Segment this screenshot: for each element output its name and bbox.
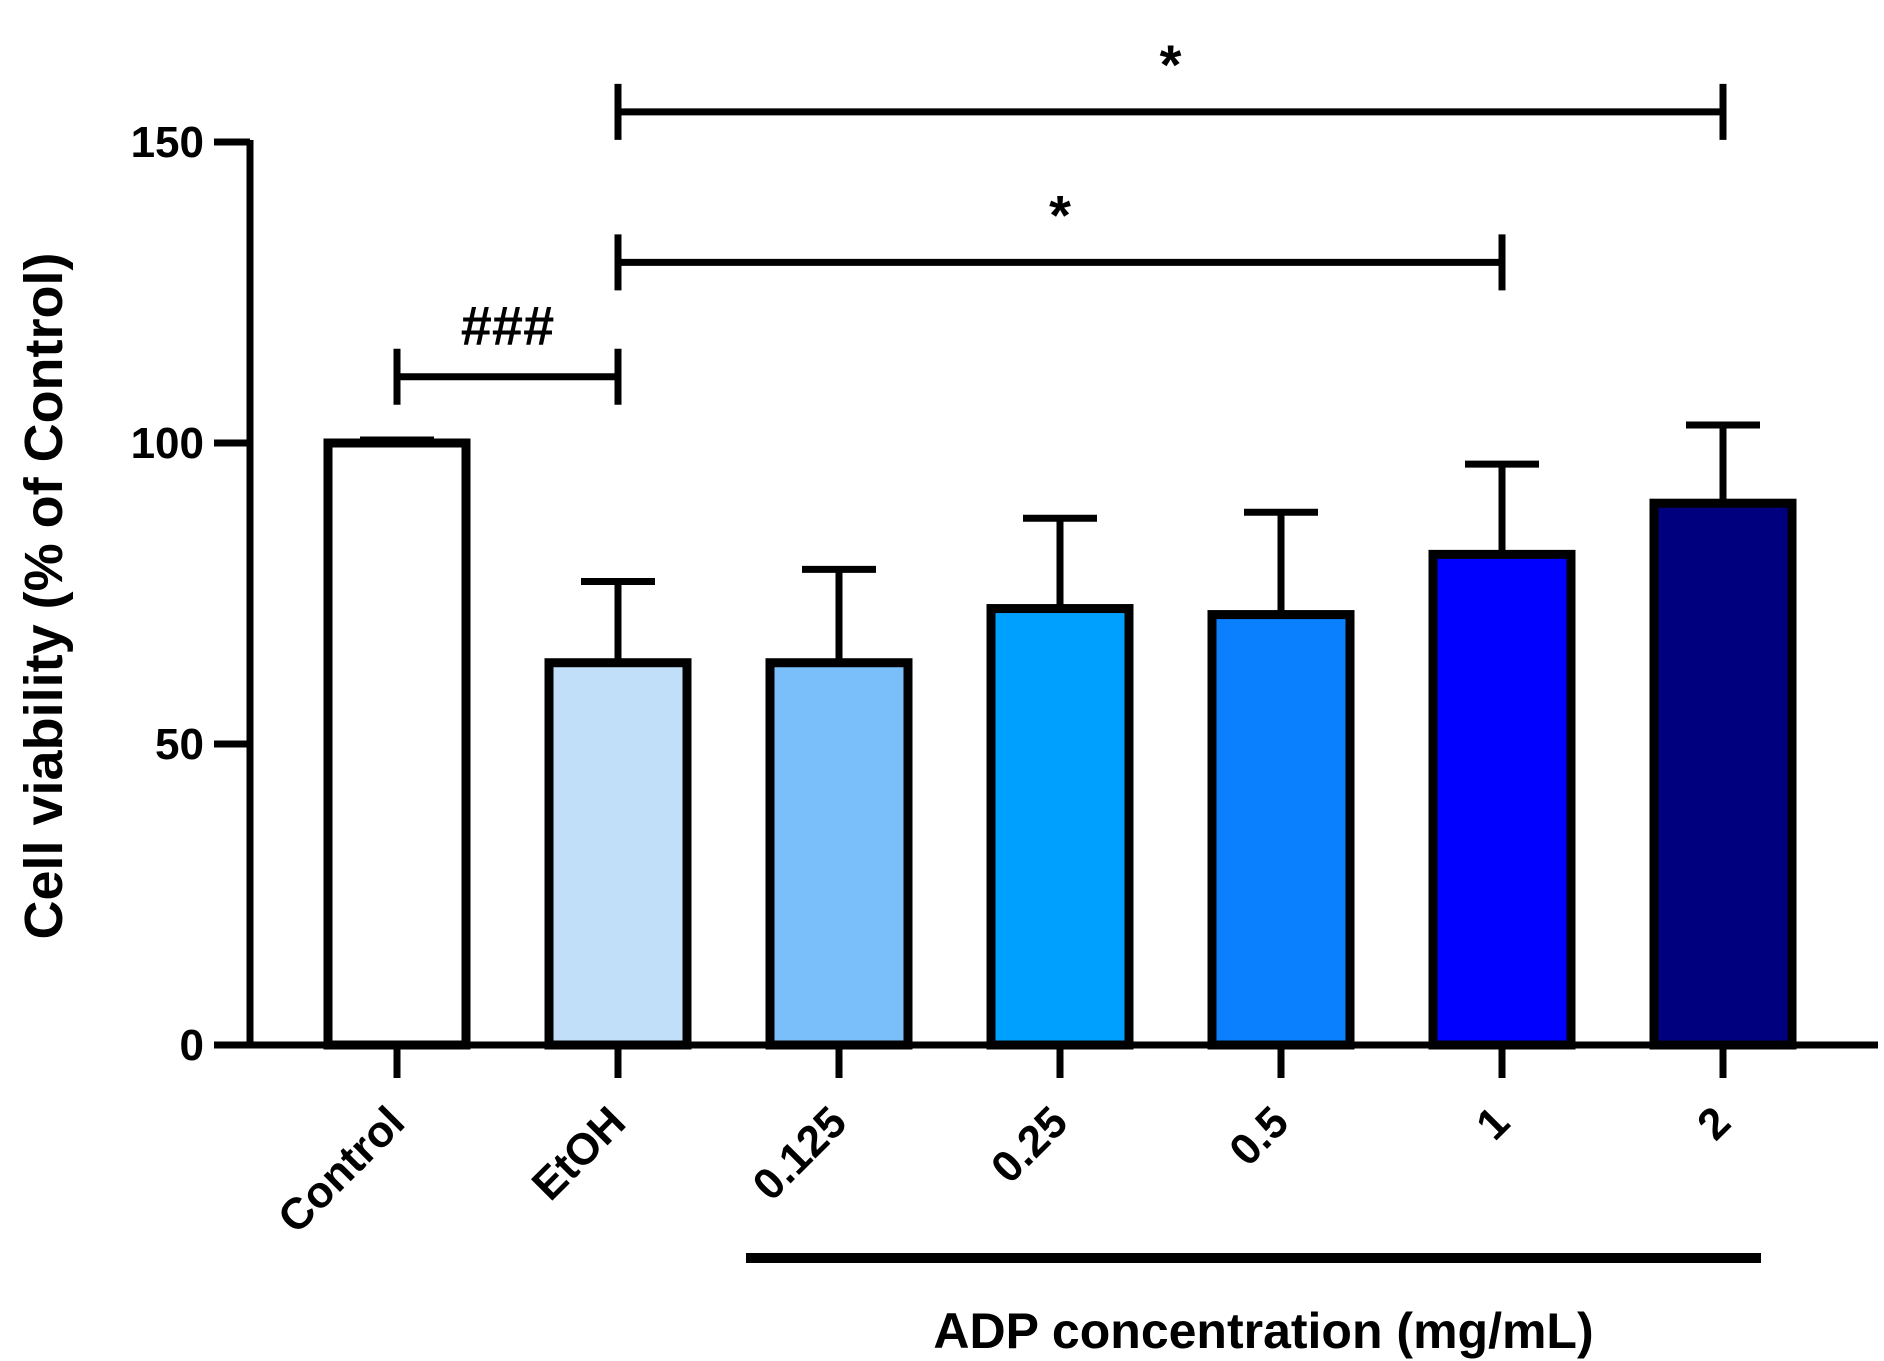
bar — [986, 604, 1134, 1050]
error-bars — [360, 421, 1760, 663]
bar — [765, 658, 913, 1050]
bar — [1428, 549, 1576, 1050]
y-tick-label: 100 — [131, 419, 204, 468]
significance-label: * — [1049, 183, 1071, 246]
y-tick-label: 0 — [180, 1021, 204, 1070]
y-tick-label: 150 — [131, 118, 204, 167]
bar — [1207, 610, 1355, 1050]
bar — [323, 438, 471, 1050]
x-tick-label: 2 — [1688, 1097, 1740, 1149]
y-axis-title: Cell viability (% of Control) — [14, 252, 74, 939]
x-tick-label: EtOH — [523, 1097, 635, 1209]
bar — [544, 658, 692, 1050]
x-tick-label: 0.5 — [1220, 1097, 1298, 1175]
significance-label: ### — [461, 294, 554, 357]
significance-brackets: ### * * — [393, 33, 1727, 405]
bar — [1649, 498, 1797, 1050]
x-tick-label: Control — [269, 1097, 414, 1242]
y-tick-label: 50 — [155, 720, 204, 769]
bars — [323, 438, 1797, 1050]
x-tick-label: 1 — [1467, 1097, 1519, 1149]
significance-label: * — [1160, 33, 1182, 96]
axis-labels: ADP concentration (mg/mL) Cell viability … — [14, 252, 1761, 1359]
x-tick-label: 0.25 — [982, 1097, 1077, 1192]
x-tick-label: 0.125 — [744, 1097, 857, 1210]
x-axis-title: ADP concentration (mg/mL) — [933, 1303, 1593, 1359]
